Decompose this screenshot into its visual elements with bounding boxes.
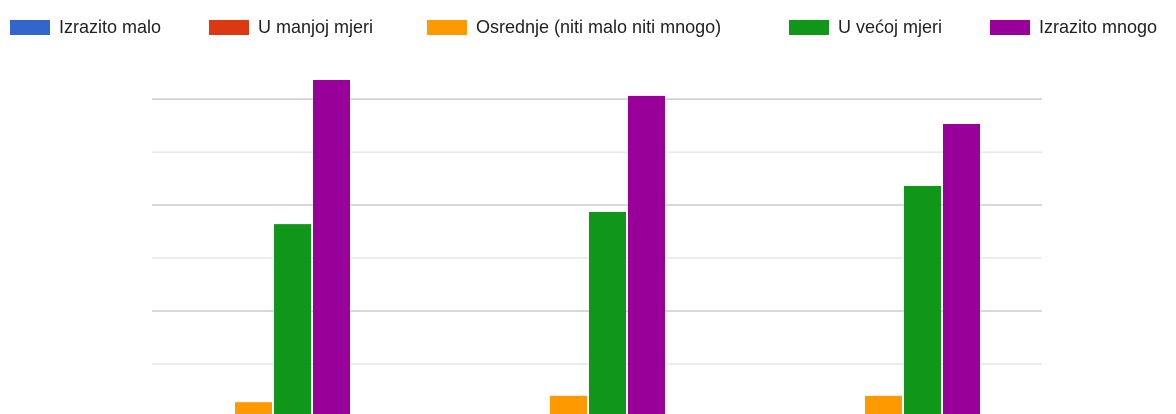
legend-swatch	[789, 20, 829, 35]
legend-swatch	[990, 20, 1030, 35]
bar	[865, 395, 902, 414]
bar	[274, 224, 311, 414]
bar	[313, 80, 350, 414]
legend-label: Osrednje (niti malo niti mnogo)	[476, 17, 721, 37]
legend-label: U većoj mjeri	[838, 17, 942, 37]
legend-label: Izrazito malo	[59, 17, 161, 37]
legend-label: Izrazito mnogo	[1039, 17, 1157, 37]
legend-swatch	[209, 20, 249, 35]
bar	[235, 402, 272, 414]
bar	[943, 123, 980, 414]
legend-swatch	[10, 20, 50, 35]
bar	[628, 95, 665, 414]
bar	[589, 211, 626, 414]
bar	[550, 395, 587, 414]
bar	[904, 185, 941, 414]
legend-label: U manjoj mjeri	[258, 17, 373, 37]
legend-swatch	[427, 20, 467, 35]
